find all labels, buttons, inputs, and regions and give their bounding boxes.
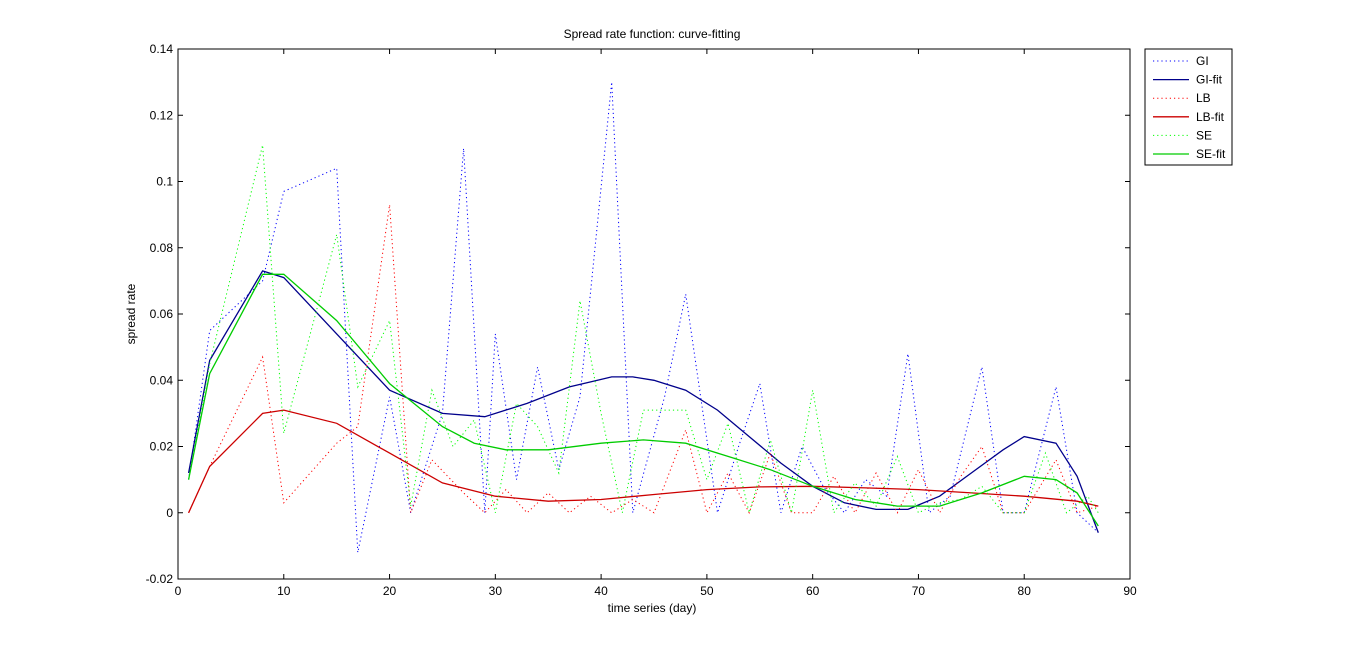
x-tick-label: 90 xyxy=(1123,584,1137,598)
y-axis-label: spread rate xyxy=(124,283,138,344)
x-tick-label: 60 xyxy=(806,584,820,598)
legend-label-gi: GI xyxy=(1196,54,1209,68)
x-tick-label: 80 xyxy=(1018,584,1032,598)
x-tick-label: 0 xyxy=(175,584,182,598)
y-tick-label: 0.08 xyxy=(150,241,174,255)
x-tick-label: 30 xyxy=(489,584,503,598)
series-line-se xyxy=(188,144,1099,515)
y-tick-label: 0.1 xyxy=(156,175,173,189)
legend-label-gi-fit: GI-fit xyxy=(1196,73,1223,87)
y-tick-label: -0.02 xyxy=(146,572,174,586)
x-tick-label: 70 xyxy=(912,584,926,598)
y-tick-label: 0.02 xyxy=(150,440,174,454)
x-tick-label: 20 xyxy=(383,584,397,598)
y-tick-label: 0.06 xyxy=(150,307,174,321)
y-tick-label: 0.04 xyxy=(150,373,174,387)
series-line-lb-fit xyxy=(188,409,1099,514)
x-tick-label: 10 xyxy=(277,584,291,598)
x-axis-label: time series (day) xyxy=(608,601,697,615)
ticks-layer: 0 10 20 30 40 50 60 70 80 90-0.0200.020.040.060.0… xyxy=(146,42,1137,598)
y-tick-label: 0.12 xyxy=(150,108,174,122)
series-line-gi-fit xyxy=(187,270,1099,533)
legend-label-lb-fit: LB-fit xyxy=(1196,110,1225,124)
legend-label-se: SE xyxy=(1196,128,1212,142)
y-tick-label: 0 xyxy=(166,506,173,520)
legend-box xyxy=(1144,48,1233,166)
plot-area xyxy=(177,48,1131,580)
x-tick-label: 50 xyxy=(700,584,714,598)
x-tick-label: 40 xyxy=(594,584,608,598)
series-line-se-fit xyxy=(187,273,1099,527)
series-layer xyxy=(187,82,1099,553)
y-tick-label: 0.14 xyxy=(150,42,174,56)
series-line-gi xyxy=(188,82,1099,553)
legend: GI GI-fit LB LB-fit SE SE-fit xyxy=(1144,48,1233,166)
legend-label-se-fit: SE-fit xyxy=(1196,147,1226,161)
legend-label-lb: LB xyxy=(1196,91,1211,105)
chart-title: Spread rate function: curve-fitting xyxy=(564,27,741,41)
